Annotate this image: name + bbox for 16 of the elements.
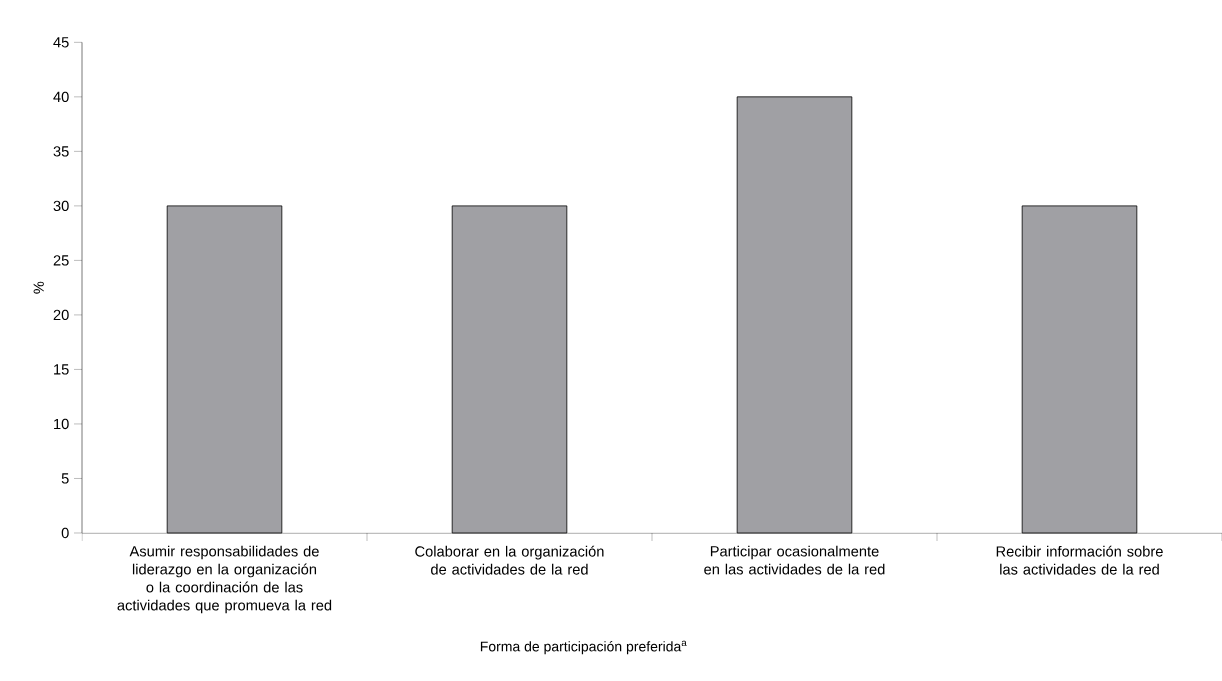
y-tick-label: 35 bbox=[53, 146, 69, 157]
x-tick-label: Asumir responsabilidades de liderazgo en la organización o la coordinación de las actividades que promueva la red bbox=[117, 545, 332, 614]
x-tick-label: Colaborar en la organización de actividades de la red bbox=[415, 545, 604, 575]
y-tick-label: 10 bbox=[54, 418, 69, 430]
y-tick-label: 5 bbox=[61, 473, 69, 484]
y-axis-title: % bbox=[33, 281, 44, 294]
y-tick-label: 30 bbox=[53, 200, 69, 212]
y-tick-label: 40 bbox=[53, 91, 69, 103]
y-tick-label: 45 bbox=[53, 37, 69, 48]
x-axis-title: Forma de participación preferida$^{a}$ bbox=[480, 640, 687, 655]
y-tick-label: 20 bbox=[53, 309, 69, 321]
x-tick-label: Participar ocasionalmente en las actividades de la red bbox=[704, 545, 885, 575]
y-tick-label: 15 bbox=[54, 364, 69, 375]
x-tick-label: Recibir información sobre las actividades de la red bbox=[996, 545, 1163, 575]
y-tick-label: 0 bbox=[61, 527, 69, 539]
y-tick-label: 25 bbox=[53, 255, 69, 266]
